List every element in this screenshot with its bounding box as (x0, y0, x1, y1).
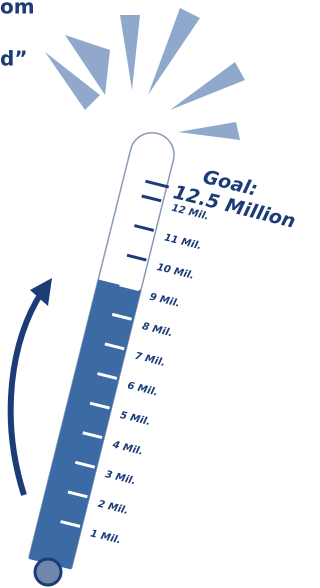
arrow (11, 292, 42, 495)
tick-label: 9 Mil. (148, 292, 181, 310)
header-fragment: d” (0, 47, 27, 71)
tick-label: 4 Mil. (110, 439, 144, 457)
tick-label: 5 Mil. (119, 410, 152, 428)
tick-label: 2 Mil. (97, 499, 130, 517)
thermometer: 1 Mil. 2 Mil. 3 Mil. 4 Mil. 5 Mil. 6 Mil. 7 Mi… (29, 128, 298, 588)
rays (45, 8, 245, 140)
fill-level (29, 279, 141, 569)
tick-label: 8 Mil. (141, 321, 174, 339)
header-fragment: om (0, 0, 35, 19)
tick-label: 1 Mil. (89, 528, 122, 546)
tick-label: 7 Mil. (133, 351, 166, 369)
bulb (35, 559, 61, 585)
tick-label: 3 Mil. (104, 469, 137, 487)
tick-label: 11 Mil. (163, 232, 203, 252)
tick-label: 6 Mil. (126, 380, 159, 398)
tick-label: 10 Mil. (156, 262, 196, 282)
chart: om d” 1 Mil. 2 Mil. 3 Mil. 4 Mil. 5 Mil. 6 Mi… (0, 0, 298, 588)
